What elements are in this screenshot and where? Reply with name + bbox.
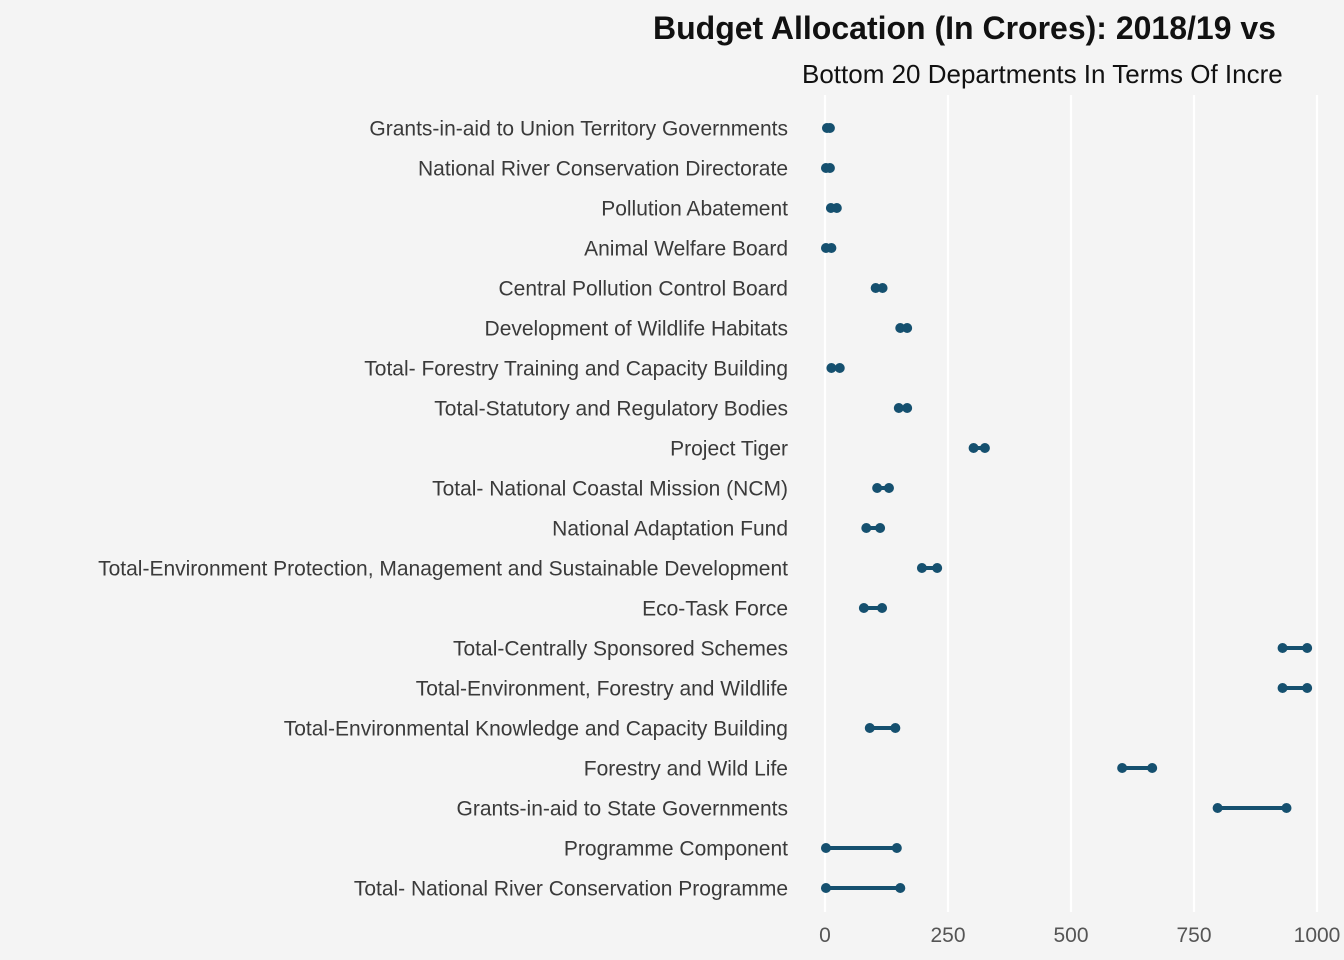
- dumbbell-point-comparison: [1147, 763, 1158, 773]
- x-tick-label: 1000: [1294, 924, 1341, 947]
- category-label-layer: Grants-in-aid to Union Territory Governm…: [98, 118, 788, 901]
- dumbbell-point-comparison: [831, 203, 842, 213]
- dumbbell-point-2018-19: [895, 323, 906, 333]
- dumbbell-point-comparison: [902, 323, 913, 333]
- category-label: Project Tiger: [670, 438, 788, 461]
- dumbbell-point-2018-19: [820, 883, 831, 893]
- dumbbell-point-2018-19: [1277, 683, 1288, 693]
- dumbbell-point-2018-19: [820, 843, 831, 853]
- dumbbell-point-comparison: [932, 563, 943, 573]
- dumbbell-point-comparison: [875, 523, 886, 533]
- x-tick-label: 750: [1176, 924, 1211, 947]
- category-label: Grants-in-aid to Union Territory Governm…: [369, 118, 788, 141]
- category-label: Eco-Task Force: [642, 598, 788, 621]
- category-label: Forestry and Wild Life: [584, 758, 788, 781]
- dumbbell-point-2018-19: [861, 523, 872, 533]
- dumbbell-point-comparison: [877, 283, 888, 293]
- dumbbell-point-comparison: [883, 483, 894, 493]
- dumbbell-point-comparison: [902, 403, 913, 413]
- dumbbell-point-2018-19: [916, 563, 927, 573]
- dumbbell-point-comparison: [826, 243, 837, 253]
- dumbbell-point-comparison: [979, 443, 990, 453]
- category-label: Total-Environment, Forestry and Wildlife: [416, 678, 788, 701]
- category-label: Pollution Abatement: [601, 198, 788, 221]
- dumbbell-point-comparison: [877, 603, 888, 613]
- dumbbell-mark-layer: [820, 123, 1313, 893]
- dumbbell-point-2018-19: [893, 403, 904, 413]
- dumbbell-point-comparison: [1302, 683, 1313, 693]
- x-tick-label: 500: [1053, 924, 1088, 947]
- x-tick-label: 250: [930, 924, 965, 947]
- category-label: Development of Wildlife Habitats: [485, 318, 788, 341]
- category-label: Total- National River Conservation Progr…: [354, 878, 788, 901]
- dumbbell-point-comparison: [1302, 643, 1313, 653]
- dumbbell-point-2018-19: [872, 483, 883, 493]
- category-label: Programme Component: [564, 838, 788, 861]
- dumbbell-point-2018-19: [1212, 803, 1223, 813]
- dumbbell-point-2018-19: [1277, 643, 1288, 653]
- category-label: Central Pollution Control Board: [499, 278, 789, 301]
- dumbbell-point-2018-19: [1117, 763, 1128, 773]
- category-label: National River Conservation Directorate: [418, 158, 788, 181]
- dumbbell-point-2018-19: [826, 363, 837, 373]
- dumbbell-point-2018-19: [968, 443, 979, 453]
- chart-title: Budget Allocation (In Crores): 2018/19 v…: [653, 10, 1276, 46]
- category-label: Total-Centrally Sponsored Schemes: [453, 638, 788, 661]
- category-label: Total-Environmental Knowledge and Capaci…: [284, 718, 788, 741]
- category-label: Total-Environment Protection, Management…: [98, 558, 788, 581]
- grid-layer: [823, 95, 1319, 912]
- dumbbell-point-comparison: [1281, 803, 1292, 813]
- dumbbell-point-comparison: [891, 843, 902, 853]
- x-tick-label: 0: [819, 924, 831, 947]
- dumbbell-point-comparison: [890, 723, 901, 733]
- category-label: National Adaptation Fund: [552, 518, 788, 541]
- dumbbell-point-2018-19: [870, 283, 881, 293]
- dumbbell-point-comparison: [834, 363, 845, 373]
- category-label: Total- Forestry Training and Capacity Bu…: [364, 358, 788, 381]
- category-label: Total-Statutory and Regulatory Bodies: [434, 398, 788, 421]
- x-tick-label-layer: 0 250 500 750 1000: [819, 924, 1340, 947]
- category-label: Grants-in-aid to State Governments: [457, 798, 788, 821]
- dumbbell-point-2018-19: [864, 723, 875, 733]
- dumbbell-point-comparison: [824, 123, 835, 133]
- dumbbell-point-2018-19: [858, 603, 869, 613]
- chart-subtitle: Bottom 20 Departments In Terms Of Incre: [802, 59, 1283, 89]
- category-label: Total- National Coastal Mission (NCM): [432, 478, 788, 501]
- dumbbell-point-comparison: [824, 163, 835, 173]
- category-label: Animal Welfare Board: [584, 238, 788, 261]
- dumbbell-point-comparison: [895, 883, 906, 893]
